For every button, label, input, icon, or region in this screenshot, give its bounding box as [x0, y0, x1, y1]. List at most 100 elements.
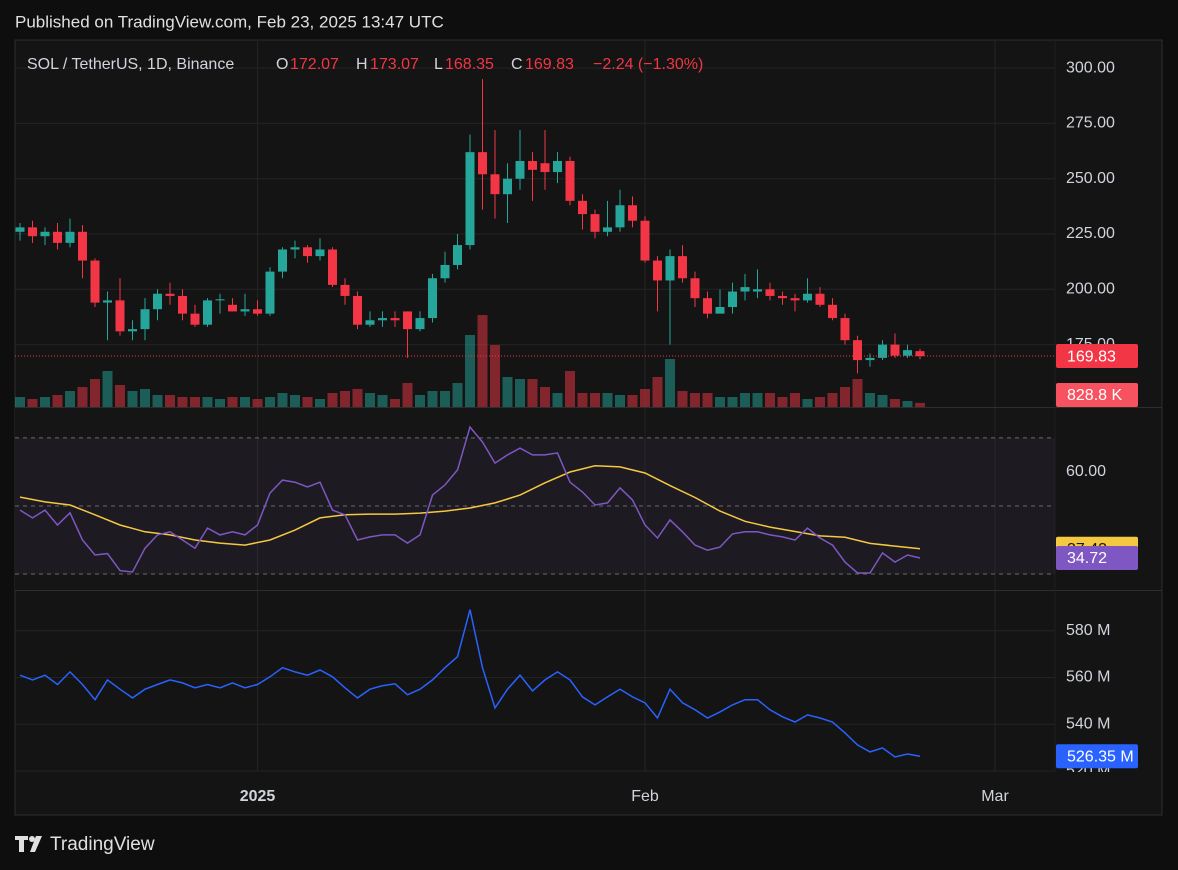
header: Published on TradingView.com, Feb 23, 20…	[15, 12, 444, 31]
volume-bar	[340, 391, 350, 407]
volume-bar	[790, 393, 800, 407]
candle-body	[453, 245, 462, 265]
volume-bar	[152, 395, 163, 407]
candle-body	[703, 298, 712, 314]
x-axis	[15, 772, 1162, 814]
volume-bar	[765, 393, 775, 407]
candle-body	[53, 231, 62, 243]
candle-body	[465, 152, 475, 246]
candle-body	[690, 278, 700, 299]
candle-body	[853, 340, 862, 361]
volume-bar	[290, 395, 300, 407]
volume-bar	[540, 387, 550, 407]
candle-body	[890, 344, 900, 356]
volume-bar	[515, 379, 525, 407]
volume-bar	[202, 397, 213, 407]
volume-bar	[140, 389, 150, 407]
candle-body	[28, 227, 37, 237]
candle-body	[640, 220, 650, 261]
candle-body	[65, 231, 75, 243]
candle-body	[878, 344, 887, 358]
change: −2.24 (−1.30%)	[593, 56, 703, 73]
volume-bar	[665, 359, 675, 407]
volume-bar	[577, 393, 588, 407]
candle-body	[203, 300, 212, 325]
ohlc-value: 169.83	[525, 56, 574, 73]
volume-bar	[802, 399, 813, 407]
rsi-box	[1056, 545, 1138, 570]
volume-bar	[852, 379, 863, 407]
candle-body	[115, 300, 125, 332]
candle-body	[578, 200, 587, 215]
volume-bar	[715, 397, 725, 407]
ohlc-key: O	[276, 56, 288, 73]
ohlc-value: 173.07	[370, 56, 419, 73]
volume-bar	[377, 395, 388, 407]
candle-body	[540, 163, 550, 173]
volume-bar	[27, 399, 38, 407]
volume-bar	[65, 391, 75, 407]
candle-body	[178, 295, 187, 314]
candle-body	[865, 357, 875, 361]
volume-bar	[702, 393, 713, 407]
x-tick-label: 2025	[240, 788, 276, 805]
candle-body	[415, 318, 425, 330]
rsi-ma-line	[19, 465, 921, 550]
volume-bar	[777, 397, 788, 407]
candle-body	[528, 161, 537, 170]
candle-body	[290, 247, 300, 250]
volume-bar	[440, 391, 450, 407]
candle-body	[628, 205, 637, 221]
candle-body	[803, 293, 812, 301]
volume-bar	[102, 371, 113, 407]
candle-body	[265, 271, 275, 314]
candle-body	[840, 318, 850, 341]
candle-body	[490, 174, 500, 195]
candle-body	[153, 293, 162, 310]
volume-bar	[727, 397, 738, 407]
candle-body	[815, 293, 825, 305]
volume-bar	[390, 399, 400, 407]
x-tick-label: Mar	[981, 788, 1009, 805]
ohlc-key: C	[511, 56, 523, 73]
volume-bar	[527, 379, 538, 407]
candle-body	[428, 278, 437, 319]
ohlc-key: L	[434, 56, 443, 73]
candle-body	[103, 300, 112, 303]
volume-bar	[477, 315, 488, 407]
volume-label: 828.8 K	[1067, 387, 1122, 404]
volume-bar	[427, 391, 438, 407]
candle-body	[553, 161, 562, 173]
candle-body	[365, 320, 375, 325]
volume-bar	[840, 387, 850, 407]
y-tick-label: 200.00	[1066, 281, 1115, 298]
candle-body	[715, 307, 725, 314]
candle-body	[590, 214, 600, 232]
candle-body	[15, 227, 25, 232]
volume-bar	[240, 397, 250, 407]
indicator-box	[1056, 744, 1138, 769]
candle-body	[378, 318, 387, 321]
volume-bar	[365, 393, 375, 407]
volume-bar	[165, 395, 175, 407]
candle-body	[515, 161, 525, 179]
candle-body	[440, 264, 450, 279]
volume-bar	[40, 397, 50, 407]
volume-bar	[77, 387, 88, 407]
volume-bar	[252, 399, 263, 407]
x-tick-label: Feb	[631, 788, 659, 805]
candle-body	[503, 178, 512, 195]
y-tick-label: 250.00	[1066, 170, 1115, 187]
ohlc-value: 172.07	[290, 56, 339, 73]
volume-bar	[402, 383, 413, 407]
volume-bar	[915, 402, 925, 407]
candle-body	[565, 161, 575, 201]
rsi-label: 34.72	[1067, 550, 1107, 567]
candle-body	[915, 351, 925, 357]
candle-body	[90, 260, 100, 303]
candle-body	[403, 311, 412, 330]
y-tick-label: 540 M	[1066, 716, 1110, 733]
candle-body	[328, 249, 337, 285]
volume-bar	[327, 393, 338, 407]
